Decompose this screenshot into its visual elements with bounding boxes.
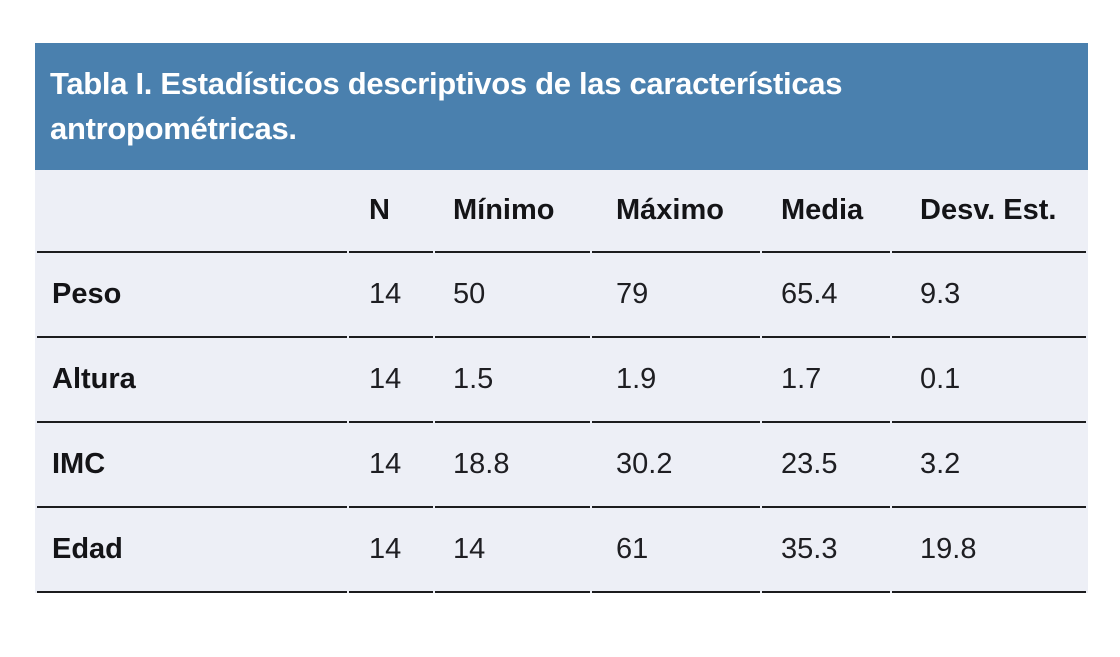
cell-altura-desv-est: 0.1 bbox=[892, 338, 1086, 423]
cell-peso-n: 14 bbox=[349, 253, 433, 338]
cell-peso-maximo: 79 bbox=[592, 253, 760, 338]
column-header-label bbox=[37, 170, 347, 253]
table-title: Tabla I. Estadísticos descriptivos de la… bbox=[50, 66, 843, 146]
cell-edad-maximo: 61 bbox=[592, 508, 760, 593]
table-header-row: N Mínimo Máximo Media Desv. Est. bbox=[37, 170, 1086, 253]
table-title-bar: Tabla I. Estadísticos descriptivos de la… bbox=[35, 43, 1088, 170]
cell-imc-n: 14 bbox=[349, 423, 433, 508]
row-label-peso: Peso bbox=[37, 253, 347, 338]
column-header-media: Media bbox=[762, 170, 890, 253]
cell-peso-minimo: 50 bbox=[435, 253, 590, 338]
cell-peso-media: 65.4 bbox=[762, 253, 890, 338]
table-row-altura: Altura 14 1.5 1.9 1.7 0.1 bbox=[37, 338, 1086, 423]
cell-altura-media: 1.7 bbox=[762, 338, 890, 423]
cell-imc-desv-est: 3.2 bbox=[892, 423, 1086, 508]
row-label-altura: Altura bbox=[37, 338, 347, 423]
cell-edad-media: 35.3 bbox=[762, 508, 890, 593]
statistics-table-figure: Tabla I. Estadísticos descriptivos de la… bbox=[35, 43, 1088, 593]
table-row-peso: Peso 14 50 79 65.4 9.3 bbox=[37, 253, 1086, 338]
column-header-n: N bbox=[349, 170, 433, 253]
descriptive-statistics-table: N Mínimo Máximo Media Desv. Est. Peso 14… bbox=[35, 170, 1088, 593]
cell-edad-desv-est: 19.8 bbox=[892, 508, 1086, 593]
cell-imc-media: 23.5 bbox=[762, 423, 890, 508]
cell-imc-maximo: 30.2 bbox=[592, 423, 760, 508]
table-row-edad: Edad 14 14 61 35.3 19.8 bbox=[37, 508, 1086, 593]
cell-altura-n: 14 bbox=[349, 338, 433, 423]
cell-altura-minimo: 1.5 bbox=[435, 338, 590, 423]
column-header-minimo: Mínimo bbox=[435, 170, 590, 253]
column-header-maximo: Máximo bbox=[592, 170, 760, 253]
table-row-imc: IMC 14 18.8 30.2 23.5 3.2 bbox=[37, 423, 1086, 508]
cell-edad-n: 14 bbox=[349, 508, 433, 593]
row-label-imc: IMC bbox=[37, 423, 347, 508]
cell-imc-minimo: 18.8 bbox=[435, 423, 590, 508]
cell-peso-desv-est: 9.3 bbox=[892, 253, 1086, 338]
cell-edad-minimo: 14 bbox=[435, 508, 590, 593]
cell-altura-maximo: 1.9 bbox=[592, 338, 760, 423]
column-header-desv-est: Desv. Est. bbox=[892, 170, 1086, 253]
row-label-edad: Edad bbox=[37, 508, 347, 593]
